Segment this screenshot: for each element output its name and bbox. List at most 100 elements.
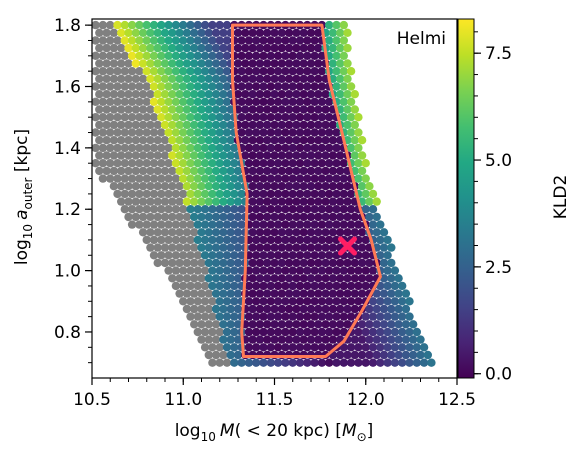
heatmap-cell xyxy=(139,75,147,83)
heatmap-cell xyxy=(143,82,151,90)
heatmap-cell xyxy=(347,128,355,136)
heatmap-cell xyxy=(256,335,264,343)
heatmap-cell xyxy=(285,90,293,98)
heatmap-cell xyxy=(124,182,132,190)
heatmap-cell xyxy=(175,167,183,175)
heatmap-cell xyxy=(336,320,344,328)
heatmap-cell xyxy=(223,205,231,213)
heatmap-cell xyxy=(179,36,187,44)
heatmap-cell xyxy=(186,251,194,259)
heatmap-cell xyxy=(252,236,260,244)
heatmap-cell xyxy=(197,121,205,129)
heatmap-cell xyxy=(172,220,180,228)
heatmap-cell xyxy=(157,98,165,106)
heatmap-cell xyxy=(285,305,293,313)
y-tick-label: 1.8 xyxy=(54,16,81,36)
heatmap-cell xyxy=(256,213,264,221)
heatmap-cell xyxy=(274,359,282,367)
heatmap-cell xyxy=(310,52,318,60)
heatmap-cell xyxy=(146,75,154,83)
heatmap-cell xyxy=(263,105,271,113)
heatmap-cell xyxy=(219,136,227,144)
heatmap-cell xyxy=(292,29,300,37)
heatmap-cell xyxy=(340,21,348,29)
heatmap-cell xyxy=(343,351,351,359)
heatmap-cell xyxy=(420,359,428,367)
heatmap-cell xyxy=(219,151,227,159)
heatmap-cell xyxy=(91,128,99,136)
heatmap-cell xyxy=(373,228,381,236)
heatmap-cell xyxy=(300,197,308,205)
heatmap-cell xyxy=(230,312,238,320)
heatmap-cell xyxy=(212,121,220,129)
heatmap-cell xyxy=(132,59,140,67)
heatmap-cell xyxy=(161,105,169,113)
heatmap-cell xyxy=(303,205,311,213)
heatmap-cell xyxy=(168,182,176,190)
heatmap-cell xyxy=(135,67,143,75)
heatmap-cell xyxy=(289,190,297,198)
heatmap-cell xyxy=(223,266,231,274)
heatmap-cell xyxy=(227,151,235,159)
heatmap-cell xyxy=(227,289,235,297)
heatmap-cell xyxy=(113,21,121,29)
heatmap-cell xyxy=(263,213,271,221)
heatmap-cell xyxy=(274,36,282,44)
heatmap-cell xyxy=(161,75,169,83)
heatmap-cell xyxy=(300,136,308,144)
heatmap-cell xyxy=(307,274,315,282)
heatmap-cell xyxy=(194,52,202,60)
heatmap-cell xyxy=(219,213,227,221)
heatmap-cell xyxy=(329,320,337,328)
heatmap-cell xyxy=(289,282,297,290)
heatmap-cell xyxy=(132,90,140,98)
heatmap-cell xyxy=(205,59,213,67)
heatmap-cell xyxy=(157,205,165,213)
heatmap-cell xyxy=(237,205,245,213)
heatmap-cell xyxy=(183,75,191,83)
heatmap-cell xyxy=(303,266,311,274)
heatmap-cell xyxy=(270,151,278,159)
heatmap-cell xyxy=(179,282,187,290)
heatmap-cell xyxy=(164,190,172,198)
heatmap-cell xyxy=(223,236,231,244)
heatmap-cell xyxy=(263,59,271,67)
heatmap-cell xyxy=(270,335,278,343)
heatmap-cell xyxy=(256,59,264,67)
heatmap-cell xyxy=(161,151,169,159)
heatmap-cell xyxy=(190,151,198,159)
heatmap-cell xyxy=(263,243,271,251)
heatmap-cell xyxy=(362,359,370,367)
colorbar-tick-label: 2.5 xyxy=(485,258,512,278)
heatmap-cell xyxy=(212,182,220,190)
heatmap-cell xyxy=(420,343,428,351)
heatmap-cell xyxy=(223,36,231,44)
heatmap-cell xyxy=(307,136,315,144)
heatmap-cell xyxy=(208,190,216,198)
x-tick-label: 12.5 xyxy=(438,390,476,410)
heatmap-cell xyxy=(391,328,399,336)
heatmap-cell xyxy=(117,182,125,190)
heatmap-cell xyxy=(234,59,242,67)
heatmap-cell xyxy=(234,228,242,236)
heatmap-cell xyxy=(321,213,329,221)
heatmap-cell xyxy=(172,266,180,274)
heatmap-cell xyxy=(351,151,359,159)
heatmap-cell xyxy=(168,274,176,282)
heatmap-cell xyxy=(347,297,355,305)
heatmap-cell xyxy=(161,59,169,67)
heatmap-cell xyxy=(223,159,231,167)
heatmap-cell xyxy=(347,266,355,274)
heatmap-cell xyxy=(205,197,213,205)
heatmap-cell xyxy=(278,320,286,328)
heatmap-cell xyxy=(150,52,158,60)
heatmap-cell xyxy=(223,190,231,198)
heatmap-cell xyxy=(95,75,103,83)
heatmap-cell xyxy=(212,228,220,236)
heatmap-cell xyxy=(296,82,304,90)
heatmap-cell xyxy=(117,197,125,205)
heatmap-cell xyxy=(208,297,216,305)
heatmap-cell xyxy=(267,174,275,182)
heatmap-cell xyxy=(281,297,289,305)
heatmap-cell xyxy=(329,121,337,129)
